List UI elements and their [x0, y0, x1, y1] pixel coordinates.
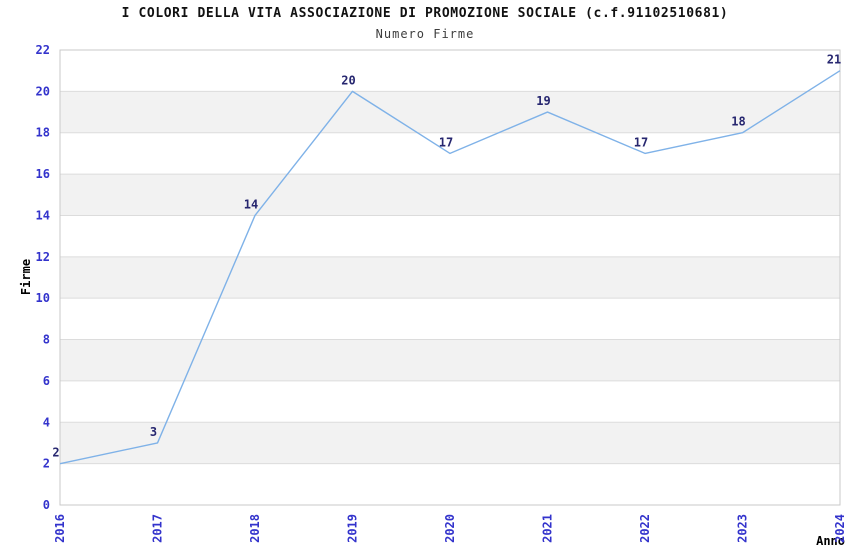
- point-label: 14: [244, 197, 258, 211]
- data-line: [59, 70, 841, 465]
- y-tick-label: 12: [36, 250, 50, 264]
- y-tick-label: 22: [36, 43, 50, 57]
- point-label: 21: [827, 53, 841, 67]
- y-tick-label: 18: [36, 126, 50, 140]
- plot-band: [60, 174, 840, 216]
- point-label: 2: [52, 446, 59, 460]
- plot-band: [60, 91, 840, 133]
- y-tick-label: 6: [43, 374, 50, 388]
- x-tick-label: 2024: [833, 514, 847, 543]
- point-label: 17: [634, 135, 648, 149]
- plot-band: [60, 256, 840, 299]
- x-tick-label: 2017: [151, 514, 165, 543]
- point-label: 17: [439, 135, 453, 149]
- x-axis-label: Anno: [816, 534, 845, 548]
- x-tick-label: 2023: [736, 514, 750, 543]
- point-label: 18: [731, 115, 745, 129]
- chart-subtitle: Numero Firme: [375, 27, 475, 41]
- x-tick-label: 2021: [541, 514, 555, 543]
- plot-frame: [59, 49, 841, 506]
- x-tick-label: 2018: [248, 514, 262, 543]
- y-tick-label: 0: [43, 498, 50, 512]
- y-tick-label: 10: [36, 291, 50, 305]
- y-tick-label: 4: [43, 415, 50, 429]
- y-tick-label: 16: [36, 167, 50, 181]
- point-label: 3: [150, 425, 157, 439]
- x-tick-label: 2016: [53, 514, 67, 543]
- y-tick-label: 2: [43, 457, 50, 471]
- plot-band: [60, 422, 840, 464]
- chart-title: I COLORI DELLA VITA ASSOCIAZIONE DI PROM…: [121, 6, 729, 21]
- point-label: 20: [341, 73, 355, 87]
- x-tick-label: 2020: [443, 514, 457, 543]
- x-tick-label: 2019: [346, 514, 360, 543]
- x-tick-label: 2022: [638, 514, 652, 543]
- y-tick-label: 20: [36, 84, 50, 98]
- y-tick-label: 14: [36, 208, 50, 222]
- point-label: 19: [536, 94, 550, 108]
- plot-band: [60, 339, 840, 381]
- y-tick-label: 8: [43, 333, 50, 347]
